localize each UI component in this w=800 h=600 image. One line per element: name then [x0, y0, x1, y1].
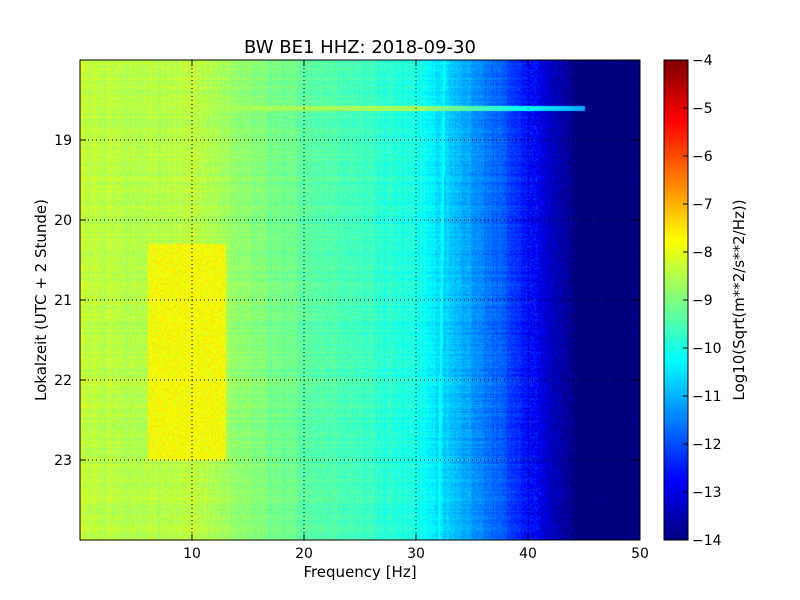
- colorbar-tick-label: −11: [692, 389, 722, 405]
- colorbar-tick-label: −4: [692, 53, 713, 69]
- colorbar-tick-label: −5: [692, 101, 713, 117]
- colorbar-tick-label: −9: [692, 293, 713, 309]
- y-tick-label: 20: [54, 213, 72, 229]
- chart-title: BW BE1 HHZ: 2018-09-30: [244, 37, 476, 58]
- colorbar-tick-label: −13: [692, 485, 722, 501]
- y-axis: 19 20 21 22 23: [54, 133, 640, 469]
- colorbar-tick-label: −8: [692, 245, 713, 261]
- y-tick-label: 21: [54, 293, 72, 309]
- y-tick-label: 22: [54, 373, 72, 389]
- x-axis-label: Frequency [Hz]: [303, 563, 416, 581]
- colorbar-label: Log10(Sqrt(m**2/s**2/Hz)): [730, 199, 748, 400]
- grid: [80, 60, 640, 540]
- colorbar-tick-label: −6: [692, 149, 713, 165]
- y-tick-label: 19: [54, 133, 72, 149]
- colorbar-tick-label: −14: [692, 533, 722, 549]
- x-tick-label: 10: [183, 546, 201, 562]
- x-tick-label: 50: [631, 546, 649, 562]
- y-axis-label: Lokalzeit (UTC + 2 Stunde): [32, 199, 50, 401]
- x-tick-label: 40: [519, 546, 537, 562]
- colorbar-axis: −4 −5 −6 −7 −8 −9 −10 −11 −12 −13 −14: [683, 53, 722, 549]
- y-tick-label: 23: [54, 453, 72, 469]
- colorbar-tick-label: −7: [692, 197, 713, 213]
- colorbar-tick-label: −10: [692, 341, 722, 357]
- x-tick-label: 30: [407, 546, 425, 562]
- x-axis: 10 20 30 40 50: [183, 60, 649, 562]
- colorbar-tick-label: −12: [692, 437, 722, 453]
- x-tick-label: 20: [295, 546, 313, 562]
